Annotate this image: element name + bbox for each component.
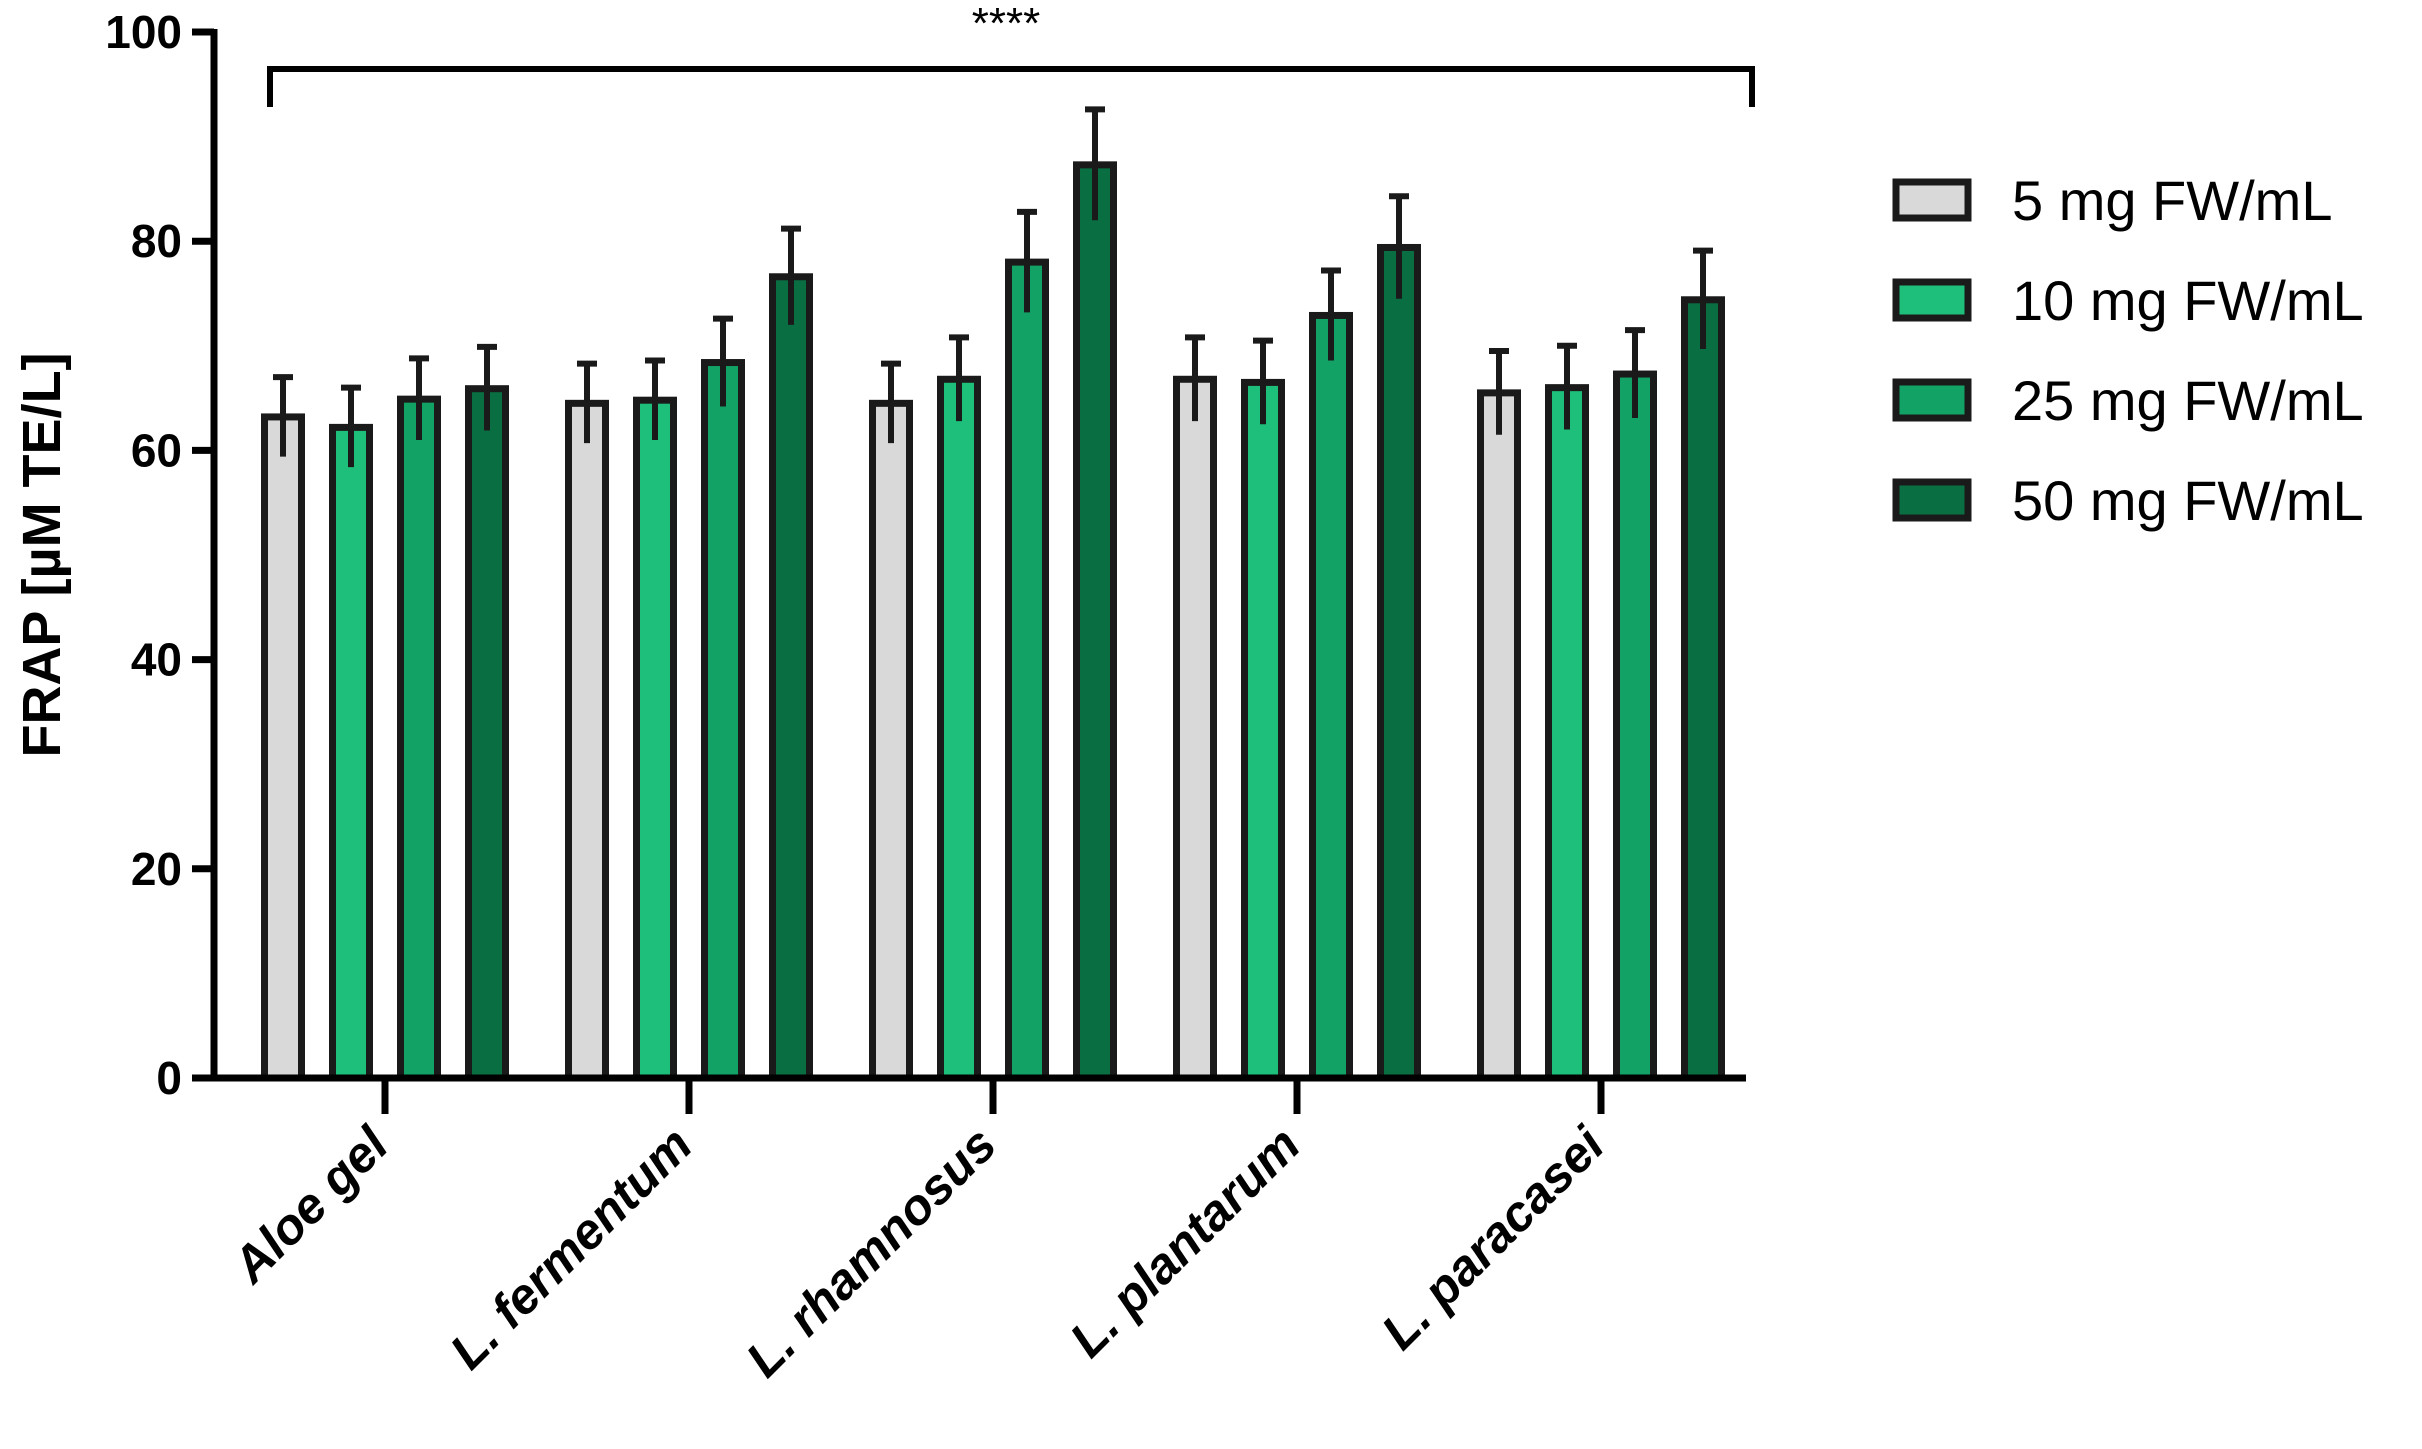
bar-3-2	[937, 375, 981, 1082]
bar-1-4	[465, 385, 509, 1082]
x-category-label-4: L. plantarum	[1059, 1116, 1311, 1368]
bars-layer	[261, 106, 1725, 1082]
bar-5-2	[1545, 384, 1589, 1082]
x-category-label-2: L. fermentum	[439, 1116, 703, 1380]
bar-5-3	[1613, 370, 1657, 1082]
bar-4-3	[1309, 311, 1353, 1082]
bar-4-4	[1377, 243, 1421, 1082]
x-category-label-5: L. paracasei	[1371, 1115, 1616, 1360]
bar-2-1	[565, 399, 609, 1082]
legend-label-2: 10 mg FW/mL	[2012, 269, 2364, 332]
bar-1-2	[329, 423, 373, 1082]
bar-4-1	[1173, 375, 1217, 1082]
legend-swatch-2	[1892, 278, 1972, 322]
legend-label-3: 25 mg FW/mL	[2012, 369, 2364, 432]
legend: 5 mg FW/mL 10 mg FW/mL 25 mg FW/mL 50 mg FW…	[1892, 169, 2364, 532]
significance-bracket	[267, 66, 1755, 107]
bar-3-3	[1005, 258, 1049, 1082]
legend-swatch-3	[1892, 378, 1972, 422]
y-tick-label-0: 0	[156, 1052, 182, 1104]
significance-annotation: ****	[267, 0, 1755, 107]
y-tick-label-80: 80	[131, 215, 182, 267]
legend-swatch-4	[1892, 478, 1972, 522]
y-tick-label-100: 100	[105, 6, 182, 58]
x-category-label-1: Aloe gel	[220, 1115, 399, 1294]
significance-stars: ****	[972, 0, 1041, 48]
bar-1-1	[261, 413, 305, 1082]
bar-3-4	[1073, 161, 1117, 1082]
bar-5-4	[1681, 296, 1725, 1082]
legend-label-1: 5 mg FW/mL	[2012, 169, 2332, 232]
bar-3-1	[869, 399, 913, 1082]
bar-4-2	[1241, 378, 1285, 1082]
y-tick-label-60: 60	[131, 424, 182, 476]
bar-5-1	[1477, 389, 1521, 1082]
bar-2-3	[701, 359, 745, 1082]
bar-1-3	[397, 395, 441, 1082]
legend-swatch-1	[1892, 178, 1972, 222]
y-tick-label-40: 40	[131, 634, 182, 686]
legend-label-4: 50 mg FW/mL	[2012, 469, 2364, 532]
y-axis-title: FRAP [µM TE/L]	[12, 352, 72, 757]
x-category-label-3: L. rhamnosus	[735, 1116, 1006, 1387]
bar-2-4	[769, 273, 813, 1082]
bar-2-2	[633, 396, 677, 1082]
y-tick-label-20: 20	[131, 843, 182, 895]
